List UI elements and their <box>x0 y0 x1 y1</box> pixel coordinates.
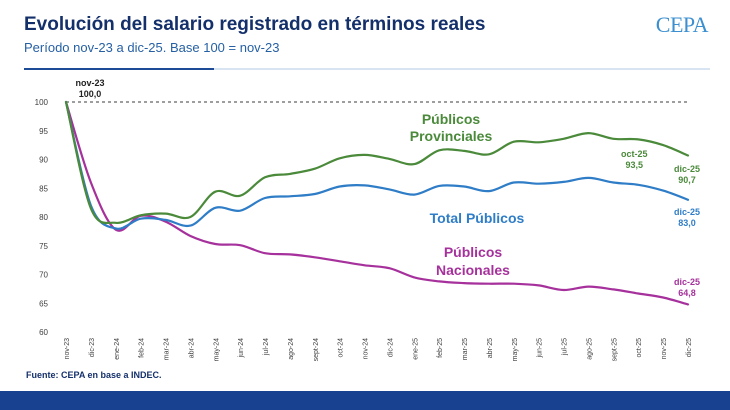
annotation-provinciales-value: 90,7 <box>678 175 696 185</box>
x-tick-label: dic-23 <box>89 338 96 357</box>
x-tick-label: ago-24 <box>288 338 295 360</box>
header-rule <box>214 68 710 70</box>
footer-bar <box>0 391 730 410</box>
series-line-total <box>64 100 690 230</box>
x-tick-label: ene-25 <box>412 338 419 360</box>
x-tick-label: sept-24 <box>313 338 320 361</box>
x-tick-label: nov-24 <box>363 338 370 360</box>
series-line-provinciales <box>64 100 690 225</box>
x-tick-label: sept-25 <box>611 338 618 361</box>
x-tick-label: nov-25 <box>661 338 668 360</box>
y-tick-label: 70 <box>39 271 48 280</box>
annotation-nacionales-value: 64,8 <box>678 288 696 298</box>
series-label-provinciales: Públicos <box>422 111 481 127</box>
annotation-start-value: 100,0 <box>79 89 102 99</box>
x-tick-label: jun-25 <box>537 338 544 359</box>
x-tick-label: mar-24 <box>164 338 171 360</box>
y-tick-label: 60 <box>39 328 48 337</box>
x-tick-label: ene-24 <box>114 338 121 360</box>
series-label-nacionales: Nacionales <box>436 262 510 278</box>
series-line-nacionales <box>64 100 690 306</box>
x-tick-label: may-25 <box>512 338 519 361</box>
cepa-logo: CEPA <box>655 12 709 37</box>
y-tick-label: 75 <box>39 242 48 251</box>
annotation-oct25-value: 93,5 <box>625 160 643 170</box>
y-tick-label: 100 <box>35 98 49 107</box>
x-tick-label: oct-25 <box>636 338 643 358</box>
x-tick-label: dic-25 <box>686 338 693 357</box>
annotation-provinciales-date: dic-25 <box>674 164 700 174</box>
source-note: Fuente: CEPA en base a INDEC. <box>26 370 162 380</box>
series-label-provinciales: Provinciales <box>410 128 493 144</box>
x-tick-label: feb-25 <box>437 338 444 358</box>
x-tick-label: mar-25 <box>462 338 469 360</box>
page-title: Evolución del salario registrado en térm… <box>24 14 486 35</box>
x-tick-label: oct-24 <box>338 338 345 358</box>
y-tick-label: 85 <box>39 184 48 193</box>
x-tick-label: nov-23 <box>64 338 71 360</box>
annotation-oct25-date: oct-25 <box>621 149 648 159</box>
x-tick-label: ago-25 <box>586 338 593 360</box>
series-label-total: Total Públicos <box>430 210 525 226</box>
y-tick-label: 80 <box>39 213 48 222</box>
x-tick-label: abr-25 <box>487 338 494 358</box>
annotation-total-date: dic-25 <box>674 207 700 217</box>
page-subtitle: Período nov-23 a dic-25. Base 100 = nov-… <box>24 40 280 55</box>
x-tick-label: jul-24 <box>263 338 270 356</box>
y-tick-label: 90 <box>39 156 48 165</box>
x-tick-label: dic-24 <box>387 338 394 357</box>
salary-line-chart: 60 65 70 75 80 85 90 95 100 nov-23 dic-23 ene-24 feb… <box>35 78 700 361</box>
y-tick-label: 65 <box>39 299 48 308</box>
x-tick-label: jun-24 <box>238 338 245 359</box>
x-tick-label: abr-24 <box>188 338 195 358</box>
x-tick-label: jul-25 <box>562 338 569 356</box>
annotation-nacionales-date: dic-25 <box>674 277 700 287</box>
series-label-nacionales: Públicos <box>444 244 503 260</box>
x-tick-label: feb-24 <box>139 338 146 358</box>
x-tick-label: may-24 <box>213 338 220 361</box>
header-rule-accent <box>24 68 214 70</box>
annotation-start-date: nov-23 <box>75 78 104 88</box>
y-tick-label: 95 <box>39 127 48 136</box>
annotation-total-value: 83,0 <box>678 218 696 228</box>
